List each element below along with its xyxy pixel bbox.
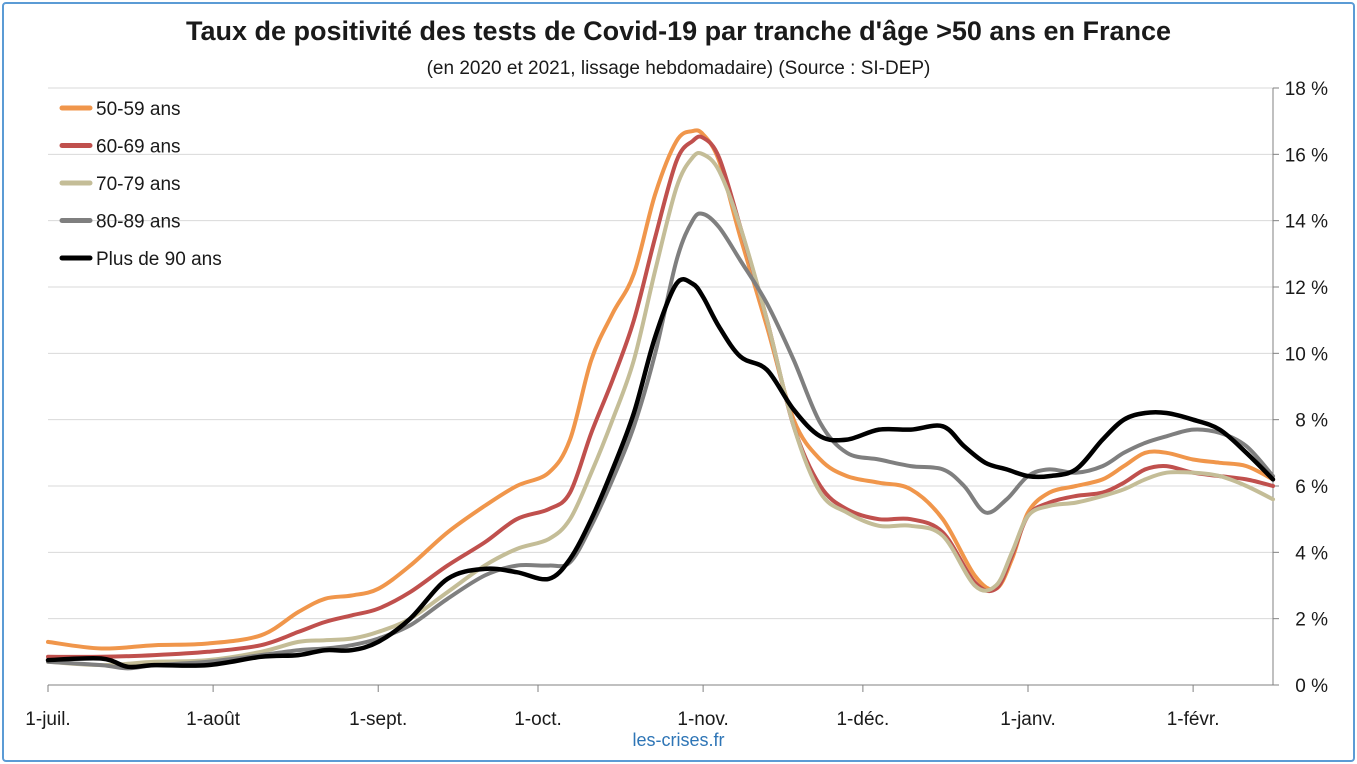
- y-tick-label: 6 %: [1295, 477, 1328, 498]
- y-tick-label: 8 %: [1295, 411, 1328, 432]
- source-note: les-crises.fr: [632, 730, 725, 750]
- x-tick-label: 1-févr.: [1167, 709, 1220, 730]
- y-tick-label: 4 %: [1295, 543, 1328, 564]
- x-tick-label: 1-sept.: [349, 709, 407, 730]
- x-tick-label: 1-nov.: [677, 709, 728, 730]
- y-tick-label: 12 %: [1285, 278, 1328, 299]
- x-tick-label: 1-déc.: [836, 709, 889, 730]
- y-tick-label: 14 %: [1285, 212, 1328, 233]
- y-tick-label: 16 %: [1285, 145, 1328, 166]
- y-tick-label: 0 %: [1295, 676, 1328, 697]
- chart-title: Taux de positivité des tests de Covid-19…: [185, 16, 1171, 46]
- series-line-4: [46, 211, 1275, 671]
- series-line-3: [46, 150, 1275, 668]
- series-line-1: [46, 128, 1275, 651]
- chart-subtitle: (en 2020 et 2021, lissage hebdomadaire) …: [426, 58, 931, 79]
- legend-label: Plus de 90 ans: [96, 249, 222, 270]
- series-line-5: [45, 276, 1276, 670]
- y-tick-label: 18 %: [1285, 79, 1328, 100]
- series-lines: [45, 128, 1276, 671]
- gridlines: [48, 87, 1273, 620]
- legend-label: 50-59 ans: [96, 99, 181, 120]
- legend-label: 70-79 ans: [96, 174, 181, 195]
- x-tick-label: 1-juil.: [25, 709, 70, 730]
- series-line-2: [46, 134, 1275, 659]
- axes: 0 % 2 % 4 % 6 % 8 % 10 % 12 % 14 % 16 % 18 % 1-jui…: [25, 79, 1328, 730]
- y-tick-label: 2 %: [1295, 610, 1328, 631]
- x-tick-label: 1-janv.: [1000, 709, 1056, 730]
- legend-label: 80-89 ans: [96, 212, 181, 233]
- legend-label: 60-69 ans: [96, 137, 181, 158]
- y-tick-label: 10 %: [1285, 344, 1328, 365]
- legend: 50-59 ans 60-69 ans 70-79 ans 80-89 ans Plus…: [59, 99, 222, 270]
- x-tick-label: 1-oct.: [514, 709, 562, 730]
- x-tick-label: 1-août: [186, 709, 241, 730]
